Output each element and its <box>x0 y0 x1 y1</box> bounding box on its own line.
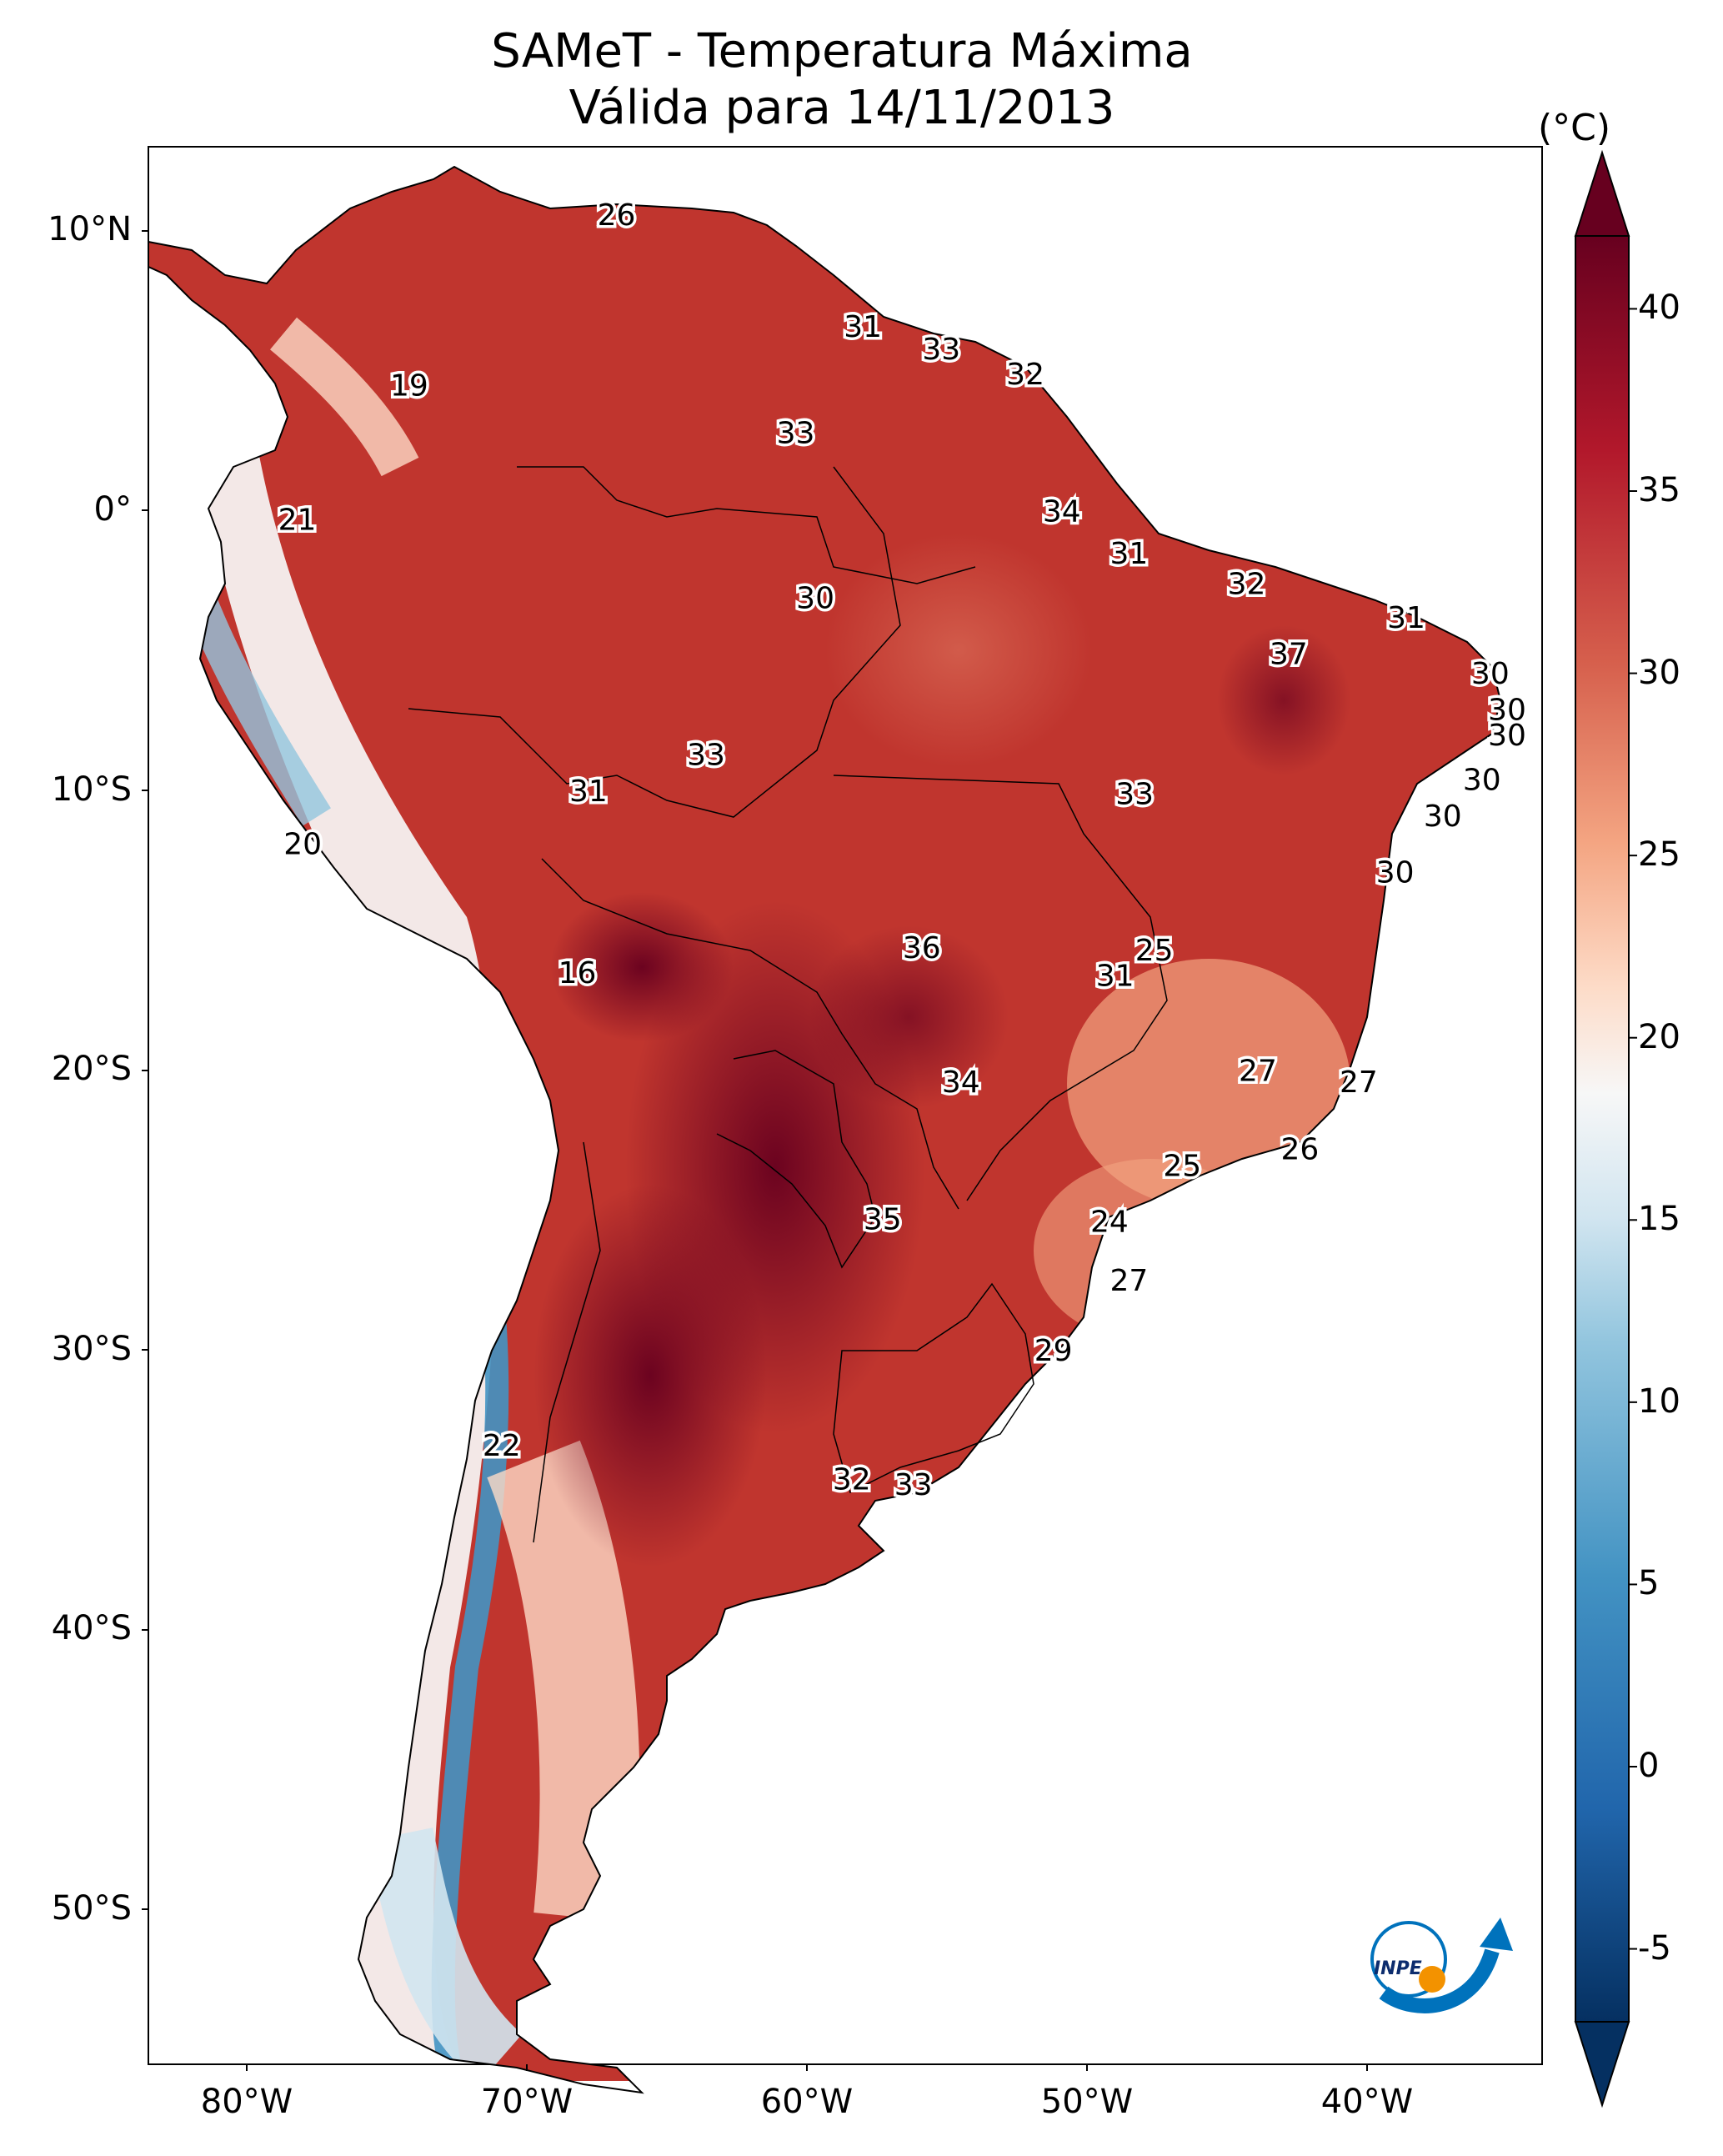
lon-label-60w: 60°W <box>760 2083 854 2121</box>
station-value-label: 30 <box>1376 855 1415 890</box>
station-value-label: 25 <box>1135 934 1174 968</box>
station-value-label: 32 <box>1228 568 1266 602</box>
station-value-label: 31 <box>844 310 882 344</box>
logo-ring <box>1370 1921 1447 1998</box>
station-value-label: 27 <box>1340 1065 1378 1100</box>
country-borders <box>408 466 1168 1543</box>
colorbar-tick-label: 15 <box>1638 1200 1680 1239</box>
colorbar-tick-label: 5 <box>1638 1564 1660 1603</box>
lon-label-70w: 70°W <box>480 2083 573 2121</box>
title-line-1: SAMeT - Temperatura Máxima <box>491 24 1193 78</box>
station-value-label: 20 <box>283 828 322 862</box>
lat-label-20s: 20°S <box>51 1050 132 1088</box>
station-value-label: 30 <box>1424 800 1462 834</box>
station-value-label: 32 <box>1006 358 1044 392</box>
station-value-label: 30 <box>1471 657 1510 691</box>
station-value-label: 31 <box>569 775 608 809</box>
station-value-label: 26 <box>1280 1132 1319 1166</box>
colorbar-tick-label: 10 <box>1638 1381 1680 1421</box>
station-value-label: 29 <box>1034 1334 1073 1368</box>
station-value-label: 26 <box>598 198 636 233</box>
station-value-label: 30 <box>796 582 834 616</box>
station-value-label: 31 <box>1096 959 1134 993</box>
station-value-label: 30 <box>1488 719 1526 753</box>
colorbar-upper-triangle <box>1574 149 1630 237</box>
station-value-label: 16 <box>558 956 597 990</box>
station-value-label: 32 <box>833 1462 871 1497</box>
station-value-label: 30 <box>1488 694 1526 728</box>
station-value-label: 19 <box>390 369 428 404</box>
station-value-label: 37 <box>1270 638 1308 672</box>
lat-label-40s: 40°S <box>51 1609 132 1647</box>
inpe-logo: INPE <box>1370 1918 1513 2013</box>
logo-arrow <box>1379 1948 1500 2013</box>
lat-label-0: 0° <box>93 490 132 529</box>
station-value-label: 35 <box>864 1202 902 1236</box>
station-value-label: 27 <box>1239 1055 1277 1089</box>
lon-label-80w: 80°W <box>200 2083 293 2121</box>
colorbar-tick-label: 20 <box>1638 1017 1680 1056</box>
station-value-label: 31 <box>1109 537 1148 571</box>
colorbar-tick-label: 25 <box>1638 835 1680 875</box>
station-value-label: 21 <box>278 504 317 538</box>
colorbar-units: (°C) <box>1538 107 1611 149</box>
lon-label-40w: 40°W <box>1320 2083 1414 2121</box>
logo-text: INPE <box>1374 1958 1422 1979</box>
station-value-label: 22 <box>483 1429 521 1463</box>
title-line-2: Válida para 14/11/2013 <box>568 81 1115 135</box>
lat-label-30s: 30°S <box>51 1330 132 1368</box>
map-title: SAMeT - Temperatura Máxima Válida para 1… <box>150 23 1534 137</box>
colorbar-tick-label: -5 <box>1638 1928 1671 1968</box>
lat-label-50s: 50°S <box>51 1889 132 1928</box>
lat-label-10n: 10°N <box>48 210 132 248</box>
station-value-label: 24 <box>1090 1206 1129 1240</box>
station-value-label: 36 <box>903 931 941 965</box>
station-value-label: 33 <box>894 1468 933 1502</box>
colorbar-tick-label: 0 <box>1638 1747 1660 1785</box>
colorbar-tick-label: 30 <box>1638 653 1680 692</box>
logo-arrowhead <box>1480 1918 1513 1951</box>
station-value-label: 30 <box>1463 764 1501 798</box>
station-value-label: 34 <box>942 1065 980 1100</box>
station-value-label: 27 <box>1109 1264 1148 1298</box>
colorbar-tick-label: 40 <box>1638 288 1680 328</box>
station-value-label: 25 <box>1163 1150 1201 1184</box>
station-value-label: 33 <box>1115 777 1154 811</box>
station-value-label: 33 <box>922 333 960 367</box>
lon-label-50w: 50°W <box>1040 2083 1134 2121</box>
station-value-label: 31 <box>1387 601 1425 635</box>
station-value-label: 33 <box>777 417 815 451</box>
colorbar-bar <box>1575 235 1630 2023</box>
axis-ticks <box>142 230 1368 2071</box>
logo-dot <box>1419 1966 1445 1993</box>
colorbar <box>1574 149 1637 2108</box>
colorbar-lower-triangle <box>1574 2021 1630 2108</box>
colorbar-tick-label: 35 <box>1638 471 1680 509</box>
lat-label-10s: 10°S <box>51 770 132 809</box>
station-value-label: 34 <box>1043 495 1081 529</box>
station-value-label: 33 <box>687 738 725 772</box>
